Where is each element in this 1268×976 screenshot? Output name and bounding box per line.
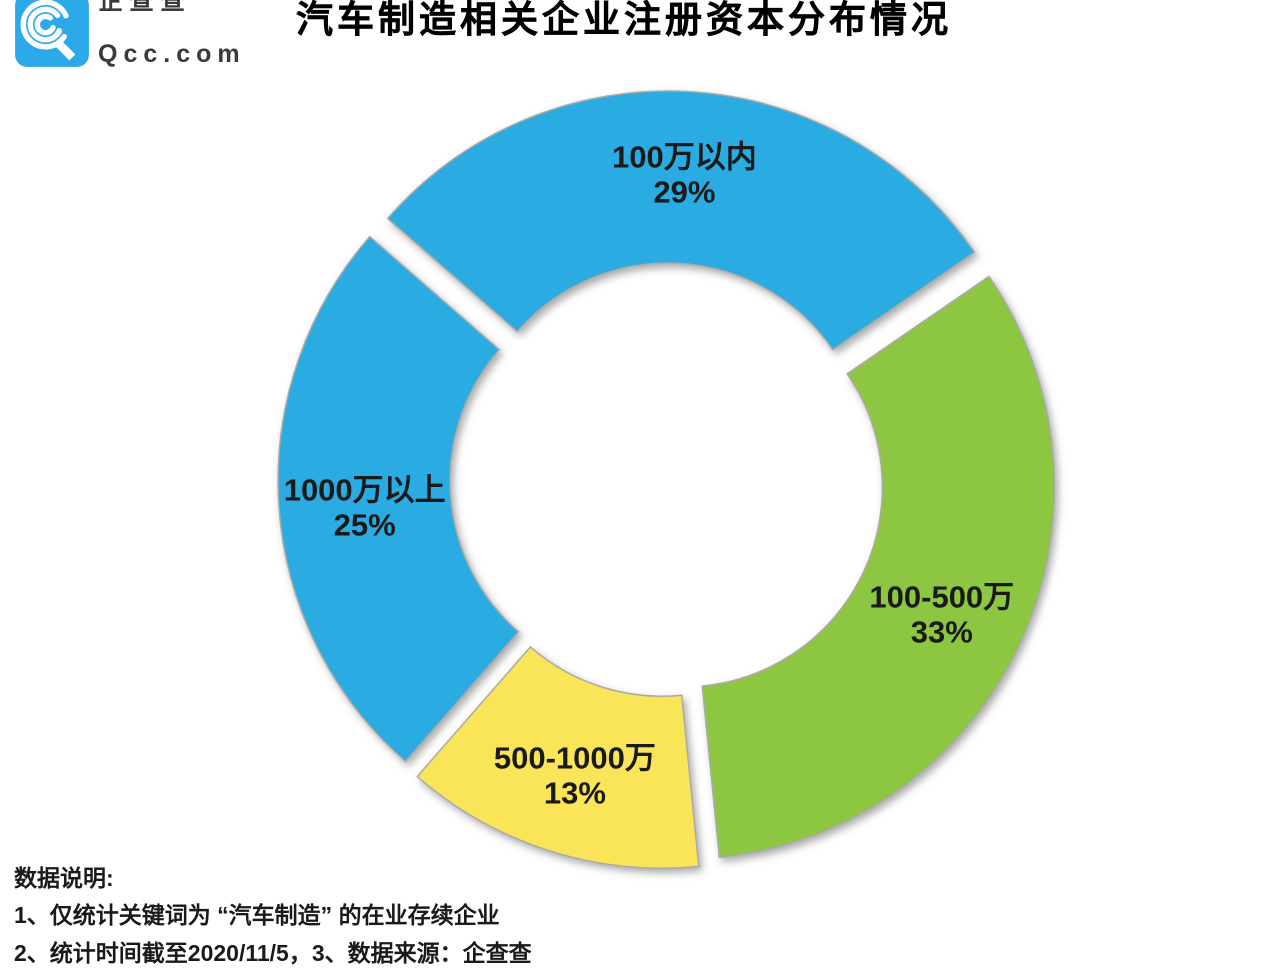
svg-text:1000万以上: 1000万以上 [284, 473, 446, 508]
svg-text:13%: 13% [544, 776, 606, 811]
svg-text:500-1000万: 500-1000万 [494, 741, 656, 776]
svg-text:25%: 25% [334, 508, 396, 543]
svg-text:29%: 29% [653, 175, 715, 210]
svg-text:100万以内: 100万以内 [612, 140, 757, 175]
svg-text:100-500万: 100-500万 [869, 580, 1014, 615]
svg-text:33%: 33% [911, 615, 973, 650]
